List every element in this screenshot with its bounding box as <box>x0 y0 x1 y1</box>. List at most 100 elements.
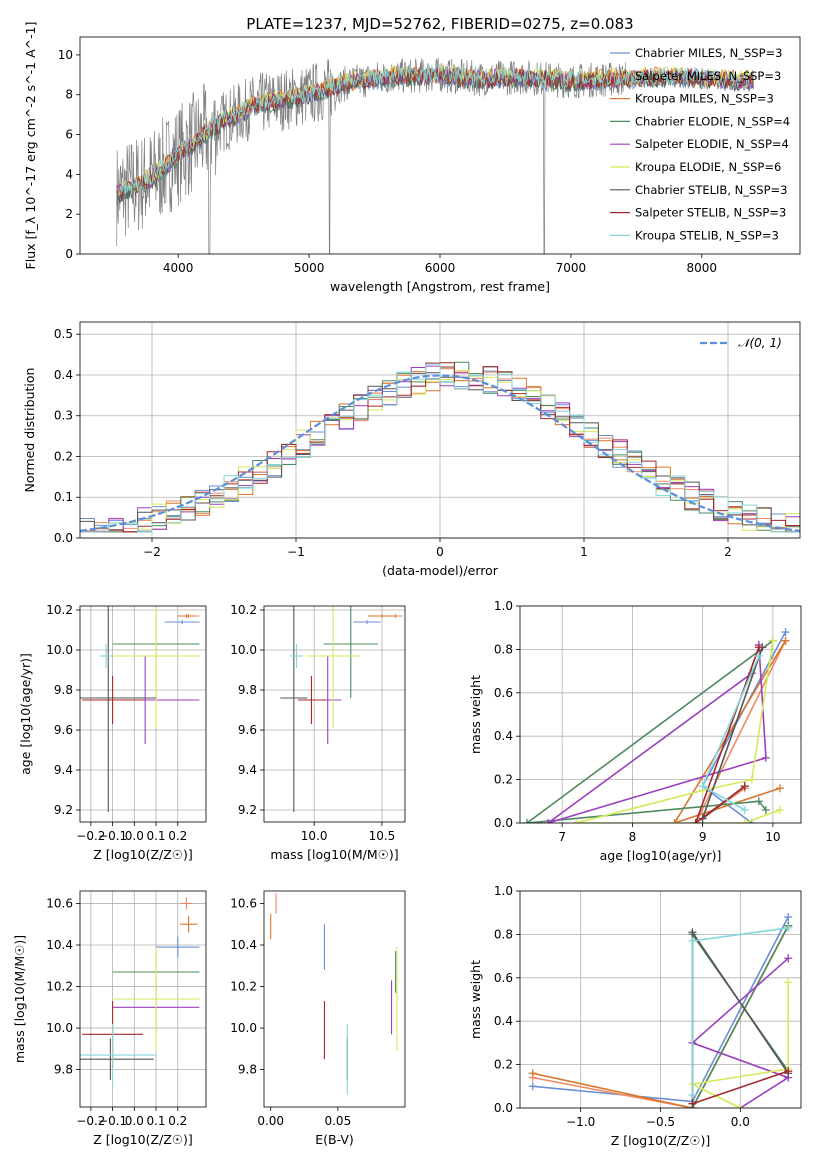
weight-line-salpeter_stelib <box>692 1070 789 1105</box>
x-tick-label: 10.5 <box>369 829 396 843</box>
x-tick-label: −0.5 <box>646 1115 675 1129</box>
weight-line-kroupa_elodie <box>576 640 781 823</box>
y-tick-label: 10 <box>58 48 73 62</box>
y-tick-label: 0.0 <box>54 531 73 545</box>
x-tick-label: −0.1 <box>98 1114 127 1128</box>
x-tick-label: 10.0 <box>301 829 328 843</box>
x-tick-label: 0.05 <box>324 1114 351 1128</box>
x-tick-label: −0.2 <box>76 829 105 843</box>
weight-line-chabrier_elodie <box>525 640 774 823</box>
weight-marker-kroupa_stelib <box>698 782 707 791</box>
weight-marker-kroupa_miles <box>781 636 790 645</box>
panel-spectrum: 4000 5000 6000 7000 8000 0 2 4 6 8 10 wavelength [A… <box>23 22 801 294</box>
x-tick-label: −0.2 <box>76 1114 105 1128</box>
plot-area <box>528 913 793 1108</box>
y-tick-label: 10.4 <box>230 938 257 952</box>
y-tick-label: 9.8 <box>54 1063 73 1077</box>
y-tick-label: 10.2 <box>46 603 73 617</box>
x-tick-label: 0.00 <box>257 1114 284 1128</box>
y-tick-label: 1.0 <box>494 599 513 613</box>
legend-label-kroupa_miles: Kroupa MILES, N_SSP=3 <box>635 92 774 106</box>
plot-area <box>270 893 398 1095</box>
x-tick-label: 0 <box>436 545 444 559</box>
weight-marker-kroupa_elodie <box>768 636 777 645</box>
y-tick-label: 0.4 <box>494 1014 513 1028</box>
y-tick-label: 0.1 <box>54 490 73 504</box>
x-tick-label: 8 <box>629 830 637 844</box>
weight-marker-chabrier_miles <box>784 913 793 922</box>
panel-age_vs_mass: 10.0 10.5 9.2 9.4 9.6 9.8 10.0 10.2 mass [log10(… <box>230 603 406 862</box>
weight-marker-kroupa_stelib <box>688 1090 697 1099</box>
weight-marker-salpeter_elodie <box>784 954 793 963</box>
legend-label-chabrier_miles: Chabrier MILES, N_SSP=3 <box>635 46 782 60</box>
x-tick-label: 6000 <box>425 261 456 275</box>
panel-mass_vs_ebv: 0.00 0.05 9.8 10.0 10.2 10.4 10.6 E(B-V) <box>230 890 406 1147</box>
x-tick-label: 4000 <box>163 261 194 275</box>
x-tick-label: −0.1 <box>98 829 127 843</box>
x-tick-label: 10 <box>765 830 780 844</box>
y-tick-label: 10.0 <box>46 1021 73 1035</box>
x-tick-label: 9 <box>699 830 707 844</box>
plot-area <box>116 57 754 254</box>
y-tick-label: 0.8 <box>494 642 513 656</box>
y-tick-label: 9.8 <box>238 683 257 697</box>
legend-label-salpeter_miles: Salpeter MILES, N_SSP=3 <box>635 69 781 83</box>
y-tick-label: 8 <box>65 88 73 102</box>
weight-marker-kroupa_miles <box>528 1069 537 1078</box>
y-tick-label: 1.0 <box>494 884 513 898</box>
weight-marker-chabrier_miles <box>528 1082 537 1091</box>
y-tick-label: 0.2 <box>54 449 73 463</box>
y-axis-label: age [log10(age/yr)] <box>18 653 33 775</box>
panel-residuals: −2 −1 0 1 2 0.0 0.1 0.2 0.3 0.4 0.5 (data-model)/er… <box>22 321 801 578</box>
weight-marker-salpeter_stelib <box>691 819 700 823</box>
x-axis-label: E(B-V) <box>315 1132 354 1147</box>
figure-title: PLATE=1237, MJD=52762, FIBERID=0275, z=0… <box>246 15 633 33</box>
y-tick-label: 0 <box>65 247 73 261</box>
legend-label-chabrier_elodie: Chabrier ELODIE, N_SSP=4 <box>635 114 790 128</box>
weight-marker-kroupa_miles <box>670 819 679 823</box>
plot-area <box>80 361 800 533</box>
legend-label-kroupa_stelib: Kroupa STELIB, N_SSP=3 <box>635 228 779 242</box>
y-tick-label: 9.8 <box>238 1063 257 1077</box>
panel-mass_weight_vs_age: 7 8 9 10 0.0 0.2 0.4 0.6 0.8 1.0 age [log10(age/yr… <box>468 599 802 863</box>
y-tick-label: 0.3 <box>54 409 73 423</box>
x-axis-label: (data-model)/error <box>382 563 499 578</box>
weight-marker-salpeter_elodie <box>761 753 770 762</box>
weight-marker-kroupa_stelib <box>688 936 697 945</box>
y-tick-label: 10.6 <box>230 896 257 910</box>
plot-area <box>80 897 200 1087</box>
weight-marker-kroupa_elodie <box>572 819 581 823</box>
weight-marker-salpeter_stelib <box>740 782 749 791</box>
weight-marker-kroupa_stelib <box>740 805 749 814</box>
y-tick-label: 9.6 <box>238 723 257 737</box>
x-tick-label: 8000 <box>687 261 718 275</box>
y-tick-label: 0.2 <box>494 1058 513 1072</box>
y-tick-label: 9.2 <box>54 803 73 817</box>
x-tick-label: 5000 <box>294 261 325 275</box>
x-tick-label: 7000 <box>556 261 587 275</box>
y-axis-label: mass weight <box>468 675 483 754</box>
x-tick-label: 0.0 <box>731 1115 750 1129</box>
legend-label-salpeter_elodie: Salpeter ELODIE, N_SSP=4 <box>635 137 789 151</box>
y-tick-label: 10.2 <box>230 980 257 994</box>
legend-label-chabrier_stelib: Chabrier STELIB, N_SSP=3 <box>635 183 787 197</box>
y-tick-label: 4 <box>65 167 73 181</box>
y-tick-label: 9.2 <box>238 803 257 817</box>
x-tick-label: 1 <box>580 545 588 559</box>
x-tick-label: −1 <box>287 545 305 559</box>
x-tick-label: 0.2 <box>168 829 187 843</box>
gaussian-curve <box>80 374 800 532</box>
weight-marker-chabrier_miles <box>781 628 790 637</box>
x-tick-label: 0.2 <box>168 1114 187 1128</box>
y-tick-label: 10.0 <box>46 643 73 657</box>
y-axis-label: mass [log10(M/M☉)] <box>12 935 27 1063</box>
x-axis-label: wavelength [Angstrom, rest frame] <box>330 279 550 294</box>
spectrum-model-line-kroupa_stelib <box>116 63 754 197</box>
legend-label-salpeter_stelib: Salpeter STELIB, N_SSP=3 <box>635 206 786 220</box>
axes-frame <box>263 890 406 1108</box>
weight-marker-kroupa_elodie <box>736 1104 745 1108</box>
y-tick-label: 9.8 <box>54 683 73 697</box>
x-axis-label: age [log10(age/yr)] <box>600 848 722 863</box>
x-axis-label: Z [log10(Z/Z☉)] <box>611 1133 711 1148</box>
